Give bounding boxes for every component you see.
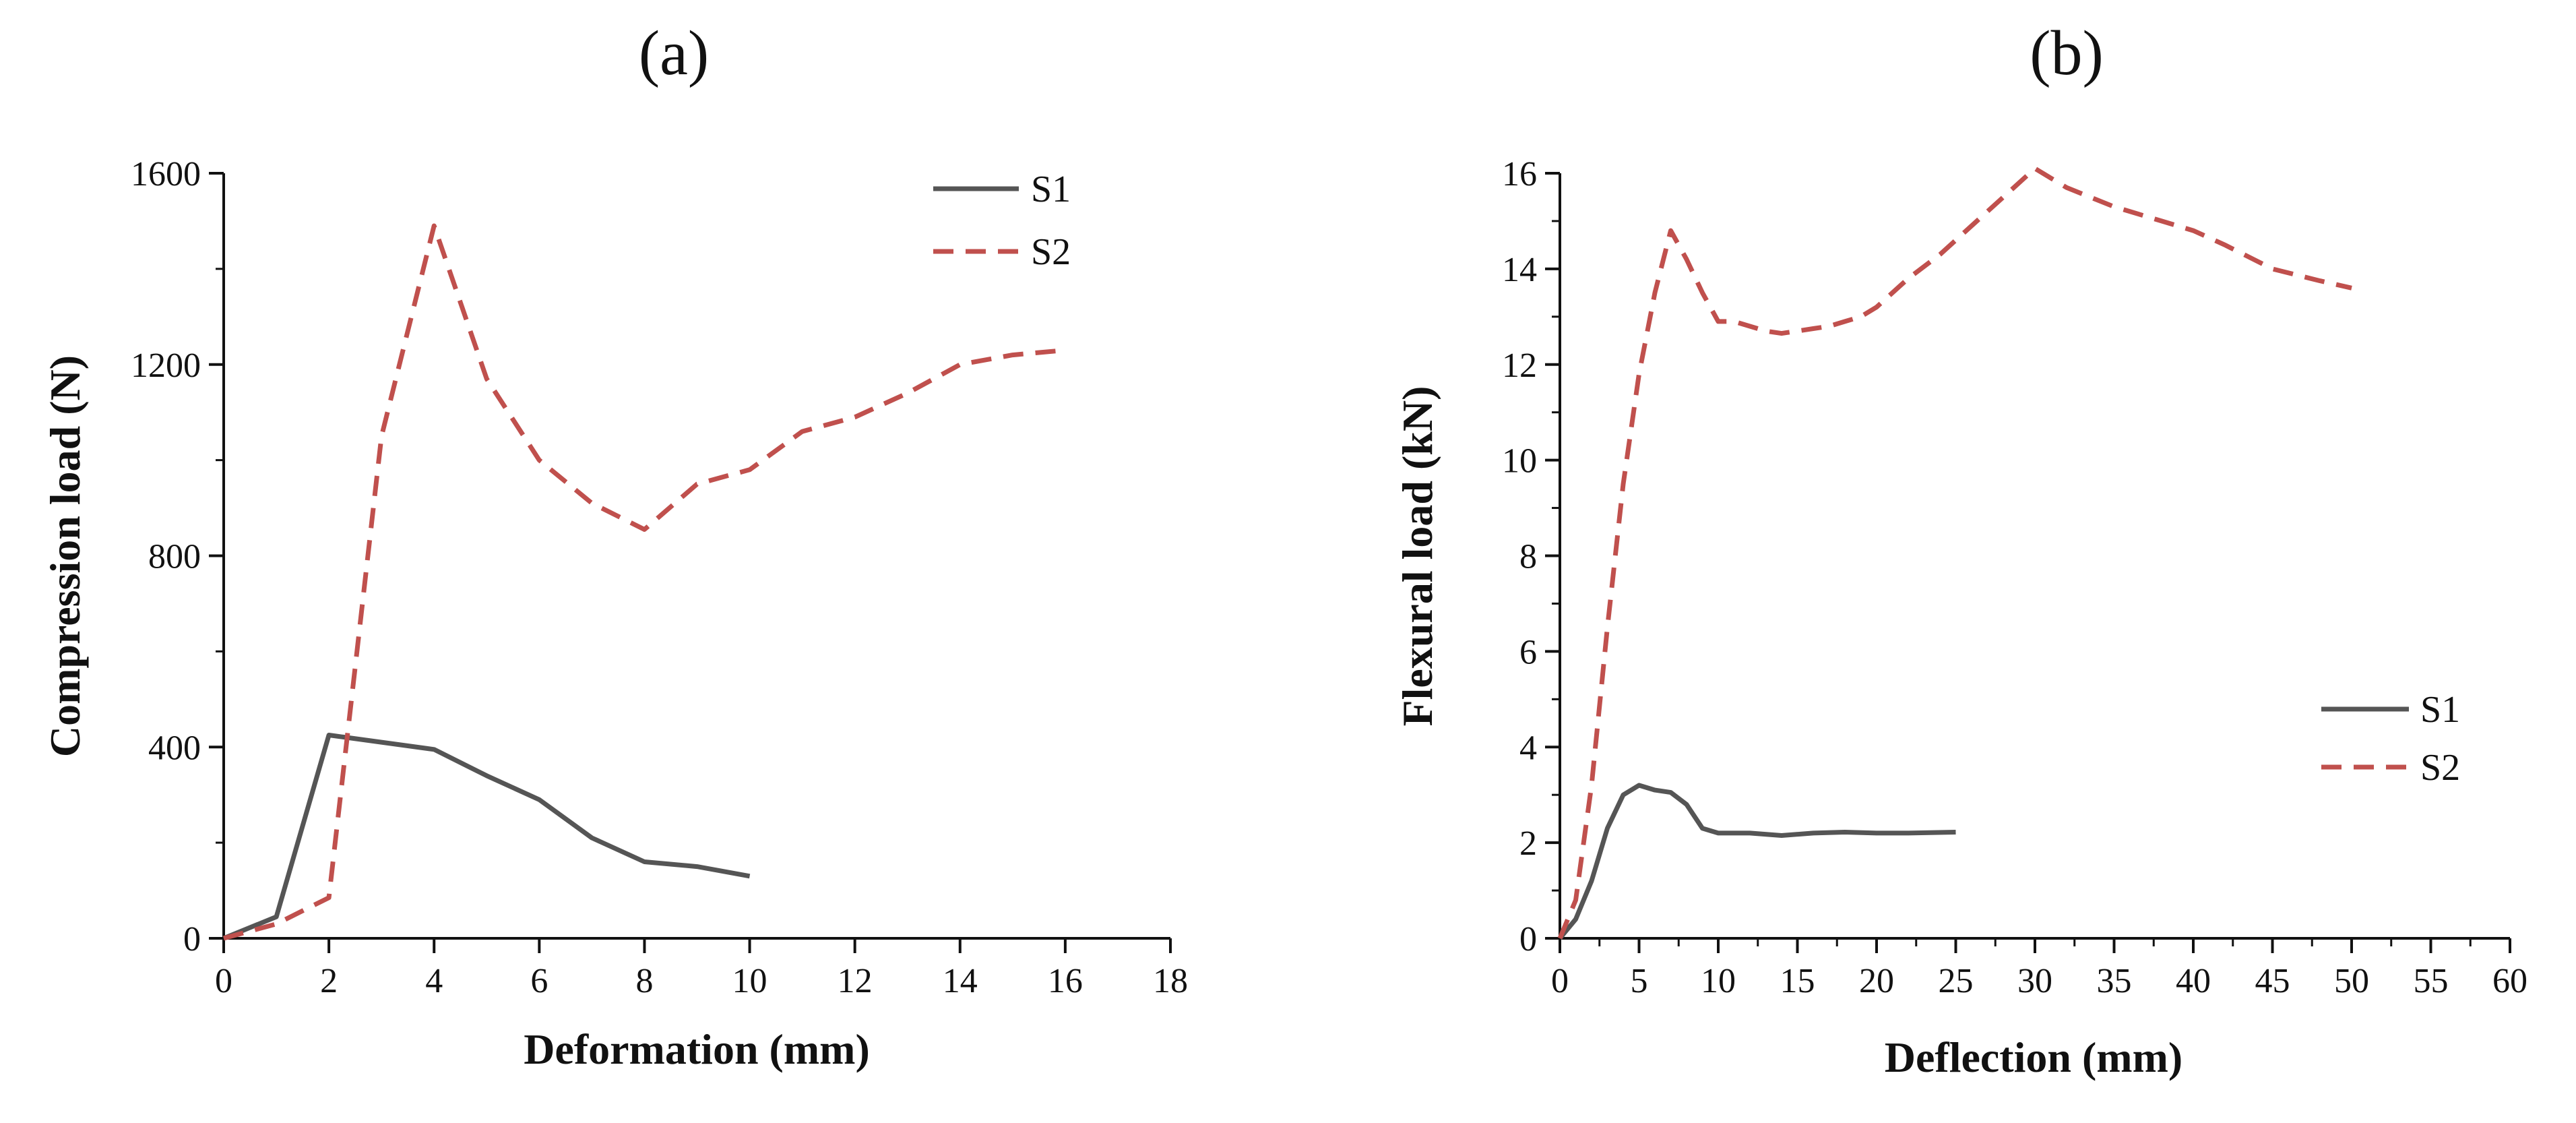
- x-tick-label: 15: [1780, 962, 1815, 1000]
- y-tick-label: 0: [1519, 920, 1537, 959]
- panel-a-x-label: Deformation (mm): [524, 1025, 870, 1073]
- x-tick-label: 14: [943, 962, 978, 1000]
- x-tick-label: 45: [2255, 962, 2290, 1000]
- series-s2-line: [223, 223, 1066, 941]
- x-tick-label: 50: [2334, 962, 2369, 1000]
- panel-b-x-label: Deflection (mm): [1885, 1033, 2182, 1081]
- y-tick-label: 8: [1519, 538, 1537, 576]
- x-tick-label: 6: [530, 962, 548, 1000]
- y-tick-label: 1200: [131, 346, 201, 385]
- series-s1-line: [222, 733, 751, 941]
- x-tick-label: 10: [1701, 962, 1736, 1000]
- x-tick-label: 5: [1631, 962, 1648, 1000]
- x-tick-label: 60: [2492, 962, 2527, 1000]
- panel-a-title: (a): [639, 18, 709, 88]
- x-tick-label: 0: [1551, 962, 1569, 1000]
- y-tick-label: 1600: [131, 155, 201, 193]
- series-s2-line: [1557, 166, 2352, 940]
- y-tick-label: 2: [1519, 824, 1537, 863]
- panel-b-legend-s1-label: S1: [2420, 689, 2460, 731]
- panel-a-legend-s2-label: S2: [1031, 231, 1071, 273]
- x-tick-label: 16: [1048, 962, 1083, 1000]
- panel-a-y-label: Compression load (N): [41, 355, 89, 757]
- panel-b-legend: S1 S2: [2321, 689, 2460, 789]
- x-tick-label: 35: [2097, 962, 2132, 1000]
- x-tick-label: 8: [635, 962, 653, 1000]
- panel-a: (a) 0 2 4 6 8 10 12 14 16 18 0 400 800 1200 1600 Defor…: [41, 18, 1188, 1073]
- x-tick-label: 10: [732, 962, 767, 1000]
- panel-b-title: (b): [2030, 18, 2104, 88]
- x-tick-label: 20: [1859, 962, 1894, 1000]
- series-s1-line: [1558, 783, 1956, 940]
- y-tick-label: 16: [1502, 155, 1537, 193]
- x-tick-label: 40: [2176, 962, 2211, 1000]
- x-tick-label: 12: [838, 962, 873, 1000]
- panel-a-series: [222, 223, 1066, 941]
- y-tick-label: 4: [1519, 729, 1537, 767]
- x-tick-label: 4: [425, 962, 443, 1000]
- y-tick-label: 6: [1519, 633, 1537, 671]
- panel-b-series: [1557, 166, 2352, 940]
- x-tick-label: 2: [320, 962, 338, 1000]
- x-tick-label: 30: [2017, 962, 2052, 1000]
- y-tick-label: 800: [148, 538, 201, 576]
- y-tick-label: 14: [1502, 251, 1537, 289]
- x-tick-label: 0: [215, 962, 232, 1000]
- x-tick-label: 18: [1153, 962, 1188, 1000]
- x-tick-label: 25: [1939, 962, 1974, 1000]
- panel-a-ticks: 0 2 4 6 8 10 12 14 16 18 0 400 800 1200 1600: [131, 155, 1188, 1000]
- panel-b-ticks: 0 5 10 15 20 25 30 35 40 45 50 55 60 0 2 4 6 8 10 12 14 16: [1502, 155, 2527, 1000]
- y-tick-label: 400: [148, 729, 201, 767]
- panel-b-y-label: Flexural load (kN): [1393, 386, 1441, 727]
- y-tick-label: 10: [1502, 442, 1537, 481]
- x-tick-label: 55: [2414, 962, 2449, 1000]
- panel-b-legend-s2-label: S2: [2420, 747, 2460, 789]
- y-tick-label: 12: [1502, 346, 1537, 385]
- panel-a-legend: S1 S2: [933, 169, 1071, 273]
- y-tick-label: 0: [183, 920, 201, 959]
- panel-a-legend-s1-label: S1: [1031, 169, 1071, 210]
- panel-b: (b) 0 5 10 15 20 25 30 35 40 45 50 55 60 0 2 4 6 8 10 12 14 1…: [1393, 18, 2527, 1081]
